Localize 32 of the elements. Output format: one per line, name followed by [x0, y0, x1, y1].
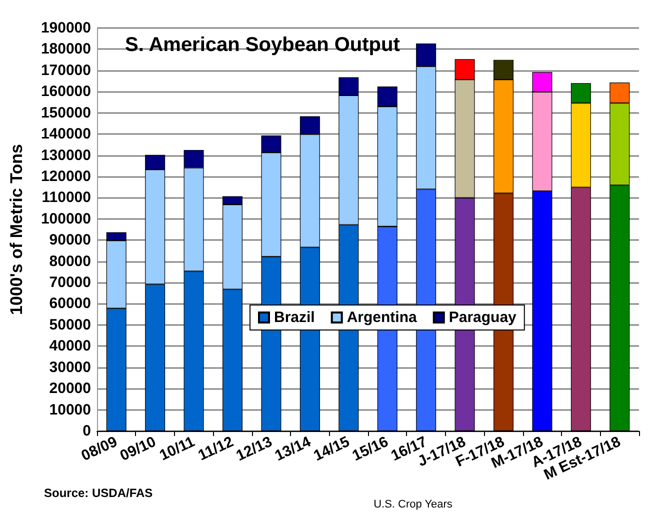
y-tick-label: 150000 — [40, 104, 91, 122]
y-tick-label: 170000 — [40, 62, 91, 79]
x-tick-label: 10/11 — [156, 433, 198, 464]
y-tick-label: 120000 — [40, 168, 91, 185]
source-note: Source: USDA/FAS — [44, 486, 153, 500]
y-tick-label: 130000 — [40, 146, 91, 164]
y-tick-label: 160000 — [40, 83, 91, 100]
y-tick-label: 20000 — [49, 380, 91, 398]
y-tick-label: 40000 — [49, 338, 91, 355]
y-tick-label: 80000 — [49, 252, 91, 270]
y-tick-label: 90000 — [49, 232, 91, 249]
y-tick-label: 100000 — [40, 210, 91, 228]
y-tick-label: 30000 — [49, 358, 91, 376]
x-tick-label: 11/12 — [196, 433, 236, 464]
y-tick-label: 70000 — [49, 274, 91, 292]
y-tick-label: 180000 — [40, 40, 91, 58]
y-tick-label: 190000 — [40, 20, 91, 36]
chart-title: S. American Soybean Output — [125, 34, 400, 56]
y-tick-label: 110000 — [42, 189, 91, 206]
y-axis-title: 1000's of Metric Tons — [7, 144, 26, 315]
y-tick-label: 10000 — [49, 401, 91, 418]
x-axis-title: U.S. Crop Years — [374, 498, 453, 510]
x-tick-label: 09/10 — [117, 433, 159, 465]
y-tick-label: 0 — [82, 422, 91, 440]
legend-label: Paraguay — [448, 309, 518, 326]
y-tick-label: 50000 — [49, 316, 91, 334]
y-tick-label: 140000 — [40, 126, 91, 143]
legend-label: Brazil — [274, 309, 315, 326]
legend-label: Argentina — [346, 309, 418, 326]
x-tick-label: 15/16 — [350, 433, 391, 465]
x-tick-label: 12/13 — [234, 433, 275, 465]
y-tick-label: 60000 — [49, 295, 91, 312]
